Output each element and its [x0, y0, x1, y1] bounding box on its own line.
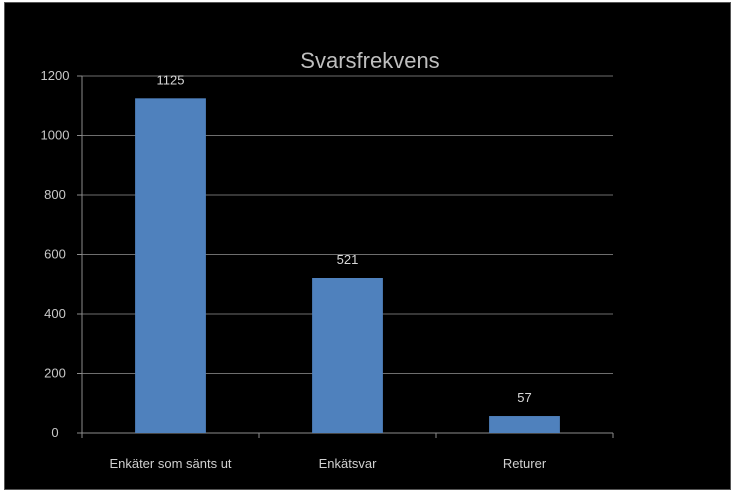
labels: 0 200 400 600 800 1000 1200 1125 Enkäter som sän… [41, 68, 547, 471]
category-label: Enkätsvar [319, 456, 377, 471]
y-tick-label: 0 [51, 425, 58, 440]
bars [135, 98, 560, 433]
y-tick-label: 400 [44, 306, 66, 321]
bar [312, 278, 383, 433]
y-tick-label: 600 [44, 247, 66, 262]
y-tick-label: 200 [44, 366, 66, 381]
data-label: 57 [517, 390, 531, 405]
bar-chart: 0 200 400 600 800 1000 1200 1125 Enkäter som sän… [41, 48, 614, 471]
bar [135, 98, 206, 433]
y-tick-label: 1200 [41, 68, 70, 83]
data-label: 521 [337, 252, 359, 267]
data-label: 1125 [157, 72, 185, 87]
chart-title: Svarsfrekvens [300, 48, 439, 73]
y-tick-label: 1000 [41, 128, 70, 143]
category-label: Enkäter som sänts ut [109, 456, 231, 471]
category-label: Returer [503, 456, 547, 471]
bar [489, 416, 560, 433]
y-tick-label: 800 [44, 187, 66, 202]
chart-area: 0 200 400 600 800 1000 1200 1125 Enkäter som sän… [4, 2, 731, 490]
